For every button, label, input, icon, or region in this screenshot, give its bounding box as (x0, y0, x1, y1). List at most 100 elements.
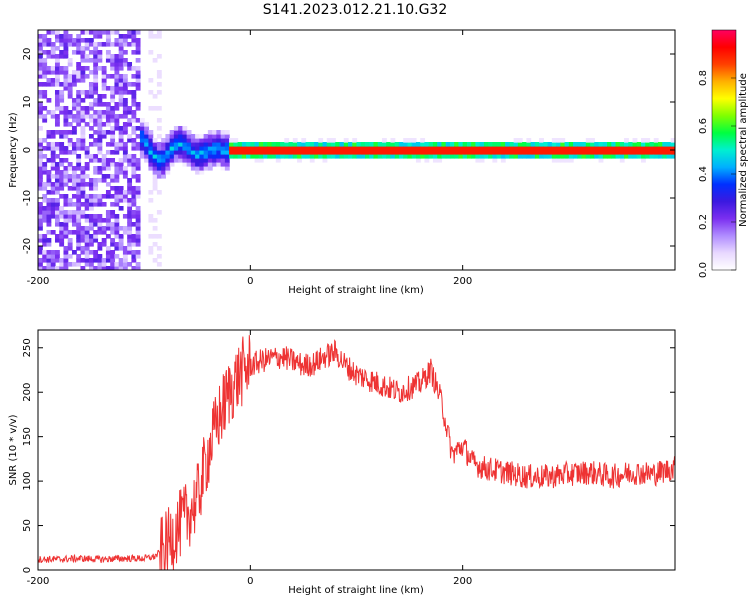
spectrogram-cell (131, 198, 137, 203)
spectrogram-cell (390, 154, 396, 159)
spectrogram-cell (602, 154, 608, 159)
spectrogram-cell (122, 154, 128, 159)
spectrogram-cell (445, 142, 451, 147)
spectrogram-cell (284, 150, 290, 155)
spectrogram-cell (335, 154, 341, 159)
spectrogram-cell (348, 142, 353, 147)
spectrogram-cell (326, 154, 332, 159)
spectrogram-cell (84, 122, 90, 127)
spectrogram-cell (67, 82, 73, 87)
spectrogram-cell (110, 66, 116, 71)
spectrogram-cell (42, 66, 48, 71)
spectrogram-cell (88, 94, 94, 99)
spectrogram-cell (169, 158, 175, 163)
spectrogram-cell (309, 146, 315, 151)
spectrogram-cell (135, 250, 141, 255)
spectrogram-cell (38, 54, 43, 59)
spectrogram-cell (63, 50, 69, 55)
spectrogram-cell (118, 90, 124, 95)
spectrogram-cell (118, 142, 124, 147)
spectrogram-cell (594, 142, 600, 147)
spectrogram-cell (88, 82, 94, 87)
spectrogram-cell (624, 142, 629, 147)
spectrogram-cell (50, 146, 56, 151)
spectrogram-cell (131, 238, 137, 243)
spectrogram-cell (93, 266, 99, 270)
spectrogram-cell (556, 142, 561, 147)
spectrogram-cell (390, 142, 396, 147)
spectrogram-cell (475, 142, 481, 147)
x-tick-label: -200 (27, 276, 50, 287)
spectrogram-cell (339, 146, 345, 151)
x-tick-label: 0 (247, 276, 253, 287)
spectrogram-cell (93, 218, 99, 223)
spectrogram-cell (50, 114, 56, 119)
spectrogram-cell (101, 102, 107, 107)
spectrogram-cell (110, 126, 116, 131)
colorbar: 0.00.20.40.60.8 Normalized spectral ampl… (698, 29, 749, 278)
spectrogram-cell (352, 154, 358, 159)
spectrogram-cell (59, 170, 65, 175)
spectrogram-cell (173, 126, 179, 131)
spectrogram-cell (641, 158, 646, 163)
spectrogram-cell (386, 150, 392, 155)
spectrogram-cell (411, 142, 417, 147)
spectrogram-cell (105, 214, 111, 219)
spectrogram-cell (483, 146, 489, 151)
spectrogram-cell (101, 154, 107, 159)
spectrogram-cell (144, 130, 150, 135)
spectrogram-cell (80, 214, 86, 219)
spectrogram-cell (275, 150, 281, 155)
spectrogram-cell (471, 150, 477, 155)
spectrogram-cell (284, 146, 290, 151)
spectrogram-cell (551, 158, 557, 163)
spectrogram-cell (369, 150, 375, 155)
spectrogram-cell (156, 134, 162, 139)
spectrogram-cell (127, 110, 133, 115)
spectrogram-cell (54, 30, 60, 35)
spectrogram-cell (577, 150, 583, 155)
spectrogram-cell (54, 90, 60, 95)
spectrogram-cell (496, 150, 502, 155)
spectrogram-cell (216, 154, 222, 159)
spectrogram-cell (110, 266, 116, 270)
spectrogram-cell (144, 154, 150, 159)
spectrogram-cell (80, 58, 86, 63)
spectrogram-cell (335, 142, 341, 147)
spectrogram-cell (42, 206, 48, 211)
spectrogram-cell (110, 42, 116, 47)
spectrogram-cell (233, 142, 239, 147)
spectrogram-cell (84, 194, 90, 199)
spectrogram-cell (118, 226, 124, 231)
spectrogram-cell (377, 142, 383, 147)
spectrogram-cell (59, 226, 65, 231)
spectrogram-cell (131, 202, 137, 207)
spectrogram-cell (148, 138, 154, 143)
spectrogram-cell (38, 266, 43, 270)
spectrogram-cell (636, 150, 642, 155)
spectrogram-cell (63, 234, 69, 239)
spectrogram-cell (63, 34, 69, 39)
spectrogram-cell (131, 222, 137, 227)
spectrogram-cell (76, 146, 82, 151)
spectrogram-cell (220, 158, 226, 163)
spectrogram-cell (71, 262, 77, 267)
spectrogram-cell (271, 142, 277, 147)
spectrogram-cell (54, 258, 60, 263)
figure-title: S141.2023.012.21.10.G32 (263, 2, 448, 18)
spectrogram-cell (84, 234, 90, 239)
spectrogram-cell (54, 34, 60, 39)
spectrogram-cell (131, 42, 137, 47)
spectrogram-cell (509, 154, 515, 159)
spectrogram-cell (114, 58, 120, 63)
spectrogram-cell (118, 262, 124, 267)
spectrogram-cell (161, 166, 166, 171)
spectrogram-cell (110, 226, 116, 231)
spectrogram-cell (547, 150, 553, 155)
spectrogram-cell (76, 206, 82, 211)
spectrogram-cell (80, 70, 86, 75)
spectrogram-cell (556, 154, 561, 159)
spectrogram-cell (118, 86, 124, 91)
spectrogram-cell (560, 142, 566, 147)
spectrogram-cell (471, 146, 477, 151)
